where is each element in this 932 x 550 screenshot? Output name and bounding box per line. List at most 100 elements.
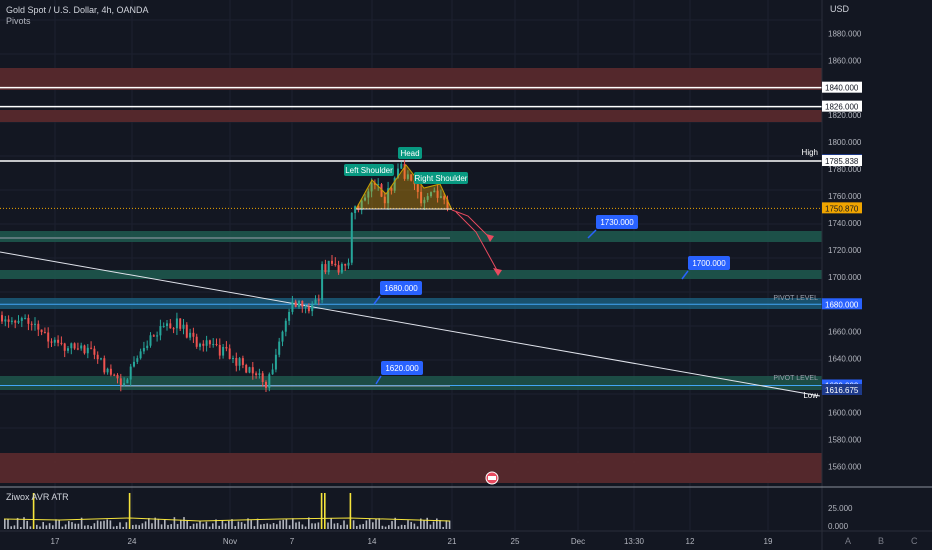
- atr-bar: [122, 526, 124, 529]
- candle-body: [218, 344, 221, 356]
- projection-path-1: [451, 209, 491, 239]
- candle-body: [383, 196, 386, 204]
- candle-body: [430, 192, 432, 197]
- candle-body: [426, 196, 429, 200]
- candle-body: [357, 206, 360, 211]
- candle-body: [113, 374, 116, 376]
- candle-body: [317, 299, 320, 301]
- candle-body: [436, 190, 439, 198]
- candle-body: [420, 191, 423, 204]
- atr-bar: [29, 526, 32, 529]
- symbol-title[interactable]: Gold Spot / U.S. Dollar, 4h, OANDA: [6, 5, 149, 15]
- atr-bar: [148, 518, 150, 529]
- atr-bar: [202, 523, 204, 529]
- atr-bar: [48, 523, 51, 529]
- atr-bar: [36, 524, 38, 529]
- price-tick-label: 1660.000: [828, 327, 862, 336]
- candle-body: [377, 184, 380, 186]
- atr-bar: [388, 525, 390, 529]
- candle-body: [189, 332, 192, 338]
- candle-body: [123, 383, 126, 386]
- currency-label[interactable]: USD: [830, 4, 850, 14]
- atr-bar: [167, 524, 169, 529]
- candle-body: [238, 358, 241, 366]
- candle-body: [50, 341, 53, 343]
- candle-body: [301, 300, 304, 307]
- callout-1680: 1680.000: [384, 284, 418, 293]
- atr-bar: [170, 524, 172, 529]
- atr-bar: [144, 521, 147, 529]
- candle-body: [380, 184, 383, 197]
- projection-path-2: [455, 211, 499, 273]
- price-tick-label: 1760.000: [828, 192, 862, 201]
- candle-body: [327, 260, 330, 273]
- head-label-bg: [398, 147, 422, 159]
- callout-1680-bg[interactable]: [380, 281, 422, 295]
- price-badge-label: 1680.000: [825, 300, 859, 309]
- atr-bar: [314, 523, 316, 529]
- atr-bar: [391, 521, 393, 529]
- callout-1700-bg[interactable]: [688, 256, 730, 270]
- price-tick-label: 1800.000: [828, 138, 862, 147]
- candle-body: [406, 174, 409, 179]
- candle-body: [278, 341, 281, 355]
- atr-tick-25: 25.000: [828, 504, 853, 513]
- candle-body: [90, 347, 93, 349]
- atr-bar: [68, 521, 70, 529]
- atr-bar: [221, 520, 224, 529]
- candle-body: [73, 343, 76, 349]
- candle-body: [126, 379, 129, 384]
- indicator-name[interactable]: Pivots: [6, 16, 31, 26]
- atr-bar: [212, 523, 214, 529]
- callout-1730-pointer: [587, 229, 597, 239]
- indicator-panel-title[interactable]: Ziwox AVR ATR: [6, 492, 69, 502]
- callout-1620-bg[interactable]: [381, 361, 423, 375]
- atr-tick-0: 0.000: [828, 522, 849, 531]
- atr-bar: [269, 524, 272, 529]
- price-tick-label: 1720.000: [828, 246, 862, 255]
- candle-body: [225, 346, 228, 349]
- candle-body: [166, 323, 168, 327]
- atr-bar: [400, 524, 403, 529]
- candle-body: [57, 339, 60, 343]
- atr-bar: [58, 519, 60, 529]
- candle-body: [347, 262, 350, 266]
- atr-bar: [180, 519, 182, 529]
- atr-bar: [205, 521, 208, 529]
- atr-bar: [333, 523, 336, 529]
- candle-body: [53, 339, 56, 343]
- atr-bar: [298, 521, 300, 529]
- candle-body: [265, 381, 267, 388]
- candle-body: [307, 306, 310, 312]
- candle-body: [340, 263, 343, 273]
- candle-body: [24, 317, 27, 319]
- candle-body: [1, 315, 3, 322]
- candle-body: [119, 378, 122, 386]
- atr-bar: [378, 518, 380, 529]
- candle-body: [146, 345, 149, 349]
- candle-body: [212, 344, 215, 346]
- atr-bar: [356, 525, 358, 529]
- layout-button-a[interactable]: A: [845, 536, 852, 546]
- callout-1730-bg[interactable]: [596, 215, 638, 229]
- event-flag-icon: [488, 476, 496, 480]
- layout-button-c[interactable]: C: [911, 536, 918, 546]
- candle-body: [106, 368, 109, 373]
- candle-body: [76, 348, 79, 350]
- candle-body: [96, 354, 99, 360]
- candle-body: [222, 346, 225, 356]
- pivot-zone-1680: [0, 298, 822, 309]
- atr-bar: [426, 517, 428, 529]
- atr-bar: [365, 520, 368, 529]
- atr-bar: [311, 523, 313, 529]
- atr-bar: [176, 524, 179, 529]
- atr-bar: [52, 525, 54, 529]
- candle-body: [235, 358, 238, 366]
- atr-bar: [352, 520, 355, 529]
- candle-body: [397, 168, 399, 178]
- atr-bar: [74, 523, 76, 529]
- atr-bar: [359, 524, 361, 529]
- atr-bar: [224, 523, 227, 529]
- layout-button-b[interactable]: B: [878, 536, 885, 546]
